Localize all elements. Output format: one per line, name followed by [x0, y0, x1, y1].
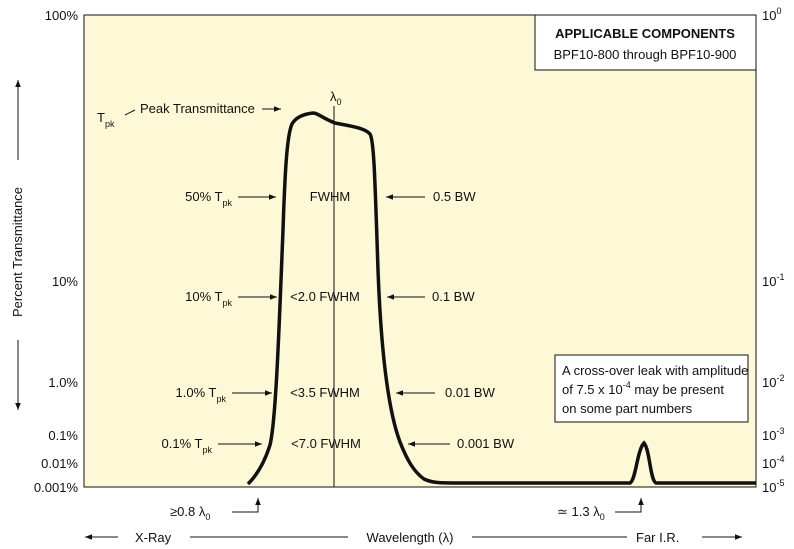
- level-right: 0.1 BW: [432, 289, 475, 304]
- components-box: [534, 14, 757, 71]
- left-axis-title: Percent Transmittance: [10, 187, 25, 317]
- transmission-curve: [246, 111, 756, 486]
- level-center: <7.0 FWHM: [291, 436, 361, 451]
- base: 10: [762, 428, 776, 443]
- left-label: 1.0%: [48, 375, 78, 390]
- base: λ: [330, 89, 337, 104]
- suffix: may be present: [631, 382, 725, 397]
- sub: pk: [222, 198, 232, 208]
- sub: 0: [600, 512, 605, 522]
- left-label: 0.001%: [34, 480, 79, 495]
- left-label: 10%: [52, 274, 78, 289]
- sub: 0: [337, 97, 342, 107]
- exp: -4: [776, 454, 784, 464]
- base: ≃ 1.3 λ: [557, 504, 600, 519]
- base: ≥0.8 λ: [170, 504, 206, 519]
- base: 10: [762, 456, 776, 471]
- left-label: 0.1%: [48, 428, 78, 443]
- base: 50% T: [185, 189, 222, 204]
- base: 10: [762, 480, 776, 495]
- box-text: BPF10-800 through BPF10-900: [554, 47, 737, 62]
- right-label: 100: [762, 6, 781, 23]
- leader: [124, 109, 136, 116]
- bottom-label: X-Ray: [135, 530, 172, 545]
- marker-label: ≥0.8 λ0: [170, 504, 210, 522]
- level-right: 0.01 BW: [445, 385, 496, 400]
- base: 10: [762, 375, 776, 390]
- note-line: on some part numbers: [562, 401, 693, 416]
- arrow: [232, 498, 261, 513]
- right-label: 10-3: [762, 426, 784, 443]
- exp: 0: [776, 6, 781, 16]
- peak-symbol: Tpk: [97, 110, 115, 129]
- sub: pk: [222, 298, 232, 308]
- center-symbol: λ0: [330, 89, 342, 107]
- level: 0.1% Tpk <7.0 FWHM 0.001 BW: [162, 436, 515, 455]
- box-title: APPLICABLE COMPONENTS: [555, 26, 735, 41]
- note-box: [554, 354, 749, 423]
- peak-label: Peak Transmittance: [140, 101, 255, 116]
- level: 1.0% Tpk <3.5 FWHM 0.01 BW: [176, 385, 496, 404]
- base: 10% T: [185, 289, 222, 304]
- marker-label: ≃ 1.3 λ0: [557, 504, 605, 522]
- level-center: <3.5 FWHM: [290, 385, 360, 400]
- right-label: 10-2: [762, 373, 784, 390]
- left-label: 0.01%: [41, 456, 78, 471]
- exp: -3: [776, 426, 784, 436]
- right-label: 10-4: [762, 454, 784, 471]
- base: 0.1% T: [162, 436, 203, 451]
- level-right: 0.5 BW: [433, 189, 476, 204]
- right-label: 10-1: [762, 272, 784, 289]
- exp: -5: [776, 478, 784, 488]
- note-line: A cross-over leak with amplitude: [562, 363, 748, 378]
- level-center: FWHM: [310, 189, 350, 204]
- level-center: <2.0 FWHM: [290, 289, 360, 304]
- exp: -1: [776, 272, 784, 282]
- sub: pk: [202, 445, 212, 455]
- base: 1.0% T: [176, 385, 217, 400]
- sub: pk: [216, 394, 226, 404]
- bottom-label: Far I.R.: [636, 530, 679, 545]
- level-left: 1.0% Tpk: [176, 385, 227, 404]
- sub: 0: [205, 512, 210, 522]
- level: 10% Tpk <2.0 FWHM 0.1 BW: [185, 289, 475, 308]
- exp: -4: [623, 380, 631, 390]
- sub: pk: [105, 119, 115, 129]
- left-axis: 100% 10% 1.0% 0.1% 0.01% 0.001%: [34, 8, 79, 495]
- right-label: 10-5: [762, 478, 784, 495]
- base: 10: [762, 274, 776, 289]
- exp: -2: [776, 373, 784, 383]
- left-label: 100%: [45, 8, 79, 23]
- note-line: of 7.5 x 10-4 may be present: [562, 380, 724, 397]
- level-left: 0.1% Tpk: [162, 436, 213, 455]
- bottom-label: Wavelength (λ): [367, 530, 454, 545]
- level-right: 0.001 BW: [457, 436, 515, 451]
- base: 10: [762, 8, 776, 23]
- right-axis: 100 10-1 10-2 10-3 10-4 10-5: [762, 6, 784, 495]
- level-left: 10% Tpk: [185, 289, 232, 308]
- level: 50% Tpk FWHM 0.5 BW: [185, 189, 476, 208]
- level-left: 50% Tpk: [185, 189, 232, 208]
- arrow: [615, 498, 644, 513]
- base: of 7.5 x 10: [562, 382, 623, 397]
- base: T: [97, 110, 105, 125]
